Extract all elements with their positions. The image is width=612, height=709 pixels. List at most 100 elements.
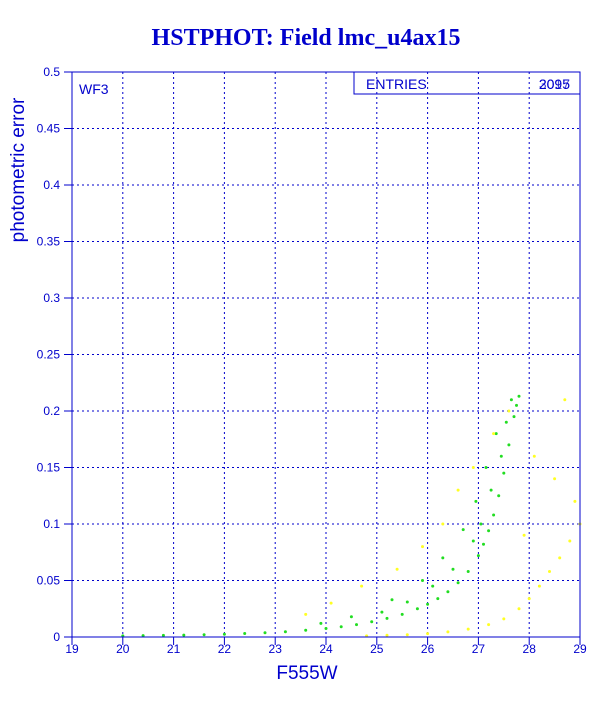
data-point — [421, 545, 424, 549]
data-point — [349, 615, 353, 619]
data-point — [461, 528, 465, 532]
data-point — [522, 533, 526, 537]
axis-layer — [64, 71, 581, 645]
data-point — [370, 620, 374, 624]
y-tick-label: 0.35 — [37, 235, 61, 249]
data-point — [405, 600, 409, 604]
data-point — [471, 539, 475, 543]
stats-value-secondary: 3017 — [539, 76, 570, 92]
data-point — [141, 634, 145, 638]
data-point — [494, 432, 498, 436]
data-point — [476, 554, 480, 558]
data-point — [446, 590, 450, 594]
data-point — [492, 513, 496, 517]
x-tick-label: 23 — [269, 642, 283, 656]
stats-entries-label: ENTRIES — [366, 76, 427, 92]
y-tick-label: 0.5 — [43, 65, 60, 79]
data-point — [517, 394, 521, 398]
panel-label: WF3 — [79, 81, 109, 97]
y-tick-label: 0.3 — [43, 291, 60, 305]
data-point — [466, 627, 470, 631]
data-point — [484, 466, 488, 469]
data-point — [502, 471, 506, 475]
y-tick-label: 0.4 — [43, 178, 60, 192]
data-point — [568, 539, 572, 543]
data-point — [479, 522, 483, 526]
data-point — [492, 432, 496, 436]
data-point — [507, 443, 511, 447]
data-point — [395, 567, 399, 571]
data-point — [517, 607, 521, 611]
data-point — [471, 466, 475, 469]
data-point — [339, 625, 343, 629]
data-point — [573, 499, 577, 503]
data-point — [446, 630, 450, 634]
data-point — [355, 623, 358, 627]
data-point — [563, 398, 567, 402]
data-point — [482, 542, 485, 546]
x-tick-label: 29 — [573, 642, 587, 656]
data-point — [243, 632, 247, 635]
data-point — [385, 633, 389, 637]
x-tick-label: 19 — [65, 642, 79, 656]
y-tick-label: 0.25 — [37, 348, 61, 362]
data-point — [487, 529, 491, 533]
x-tick-label: 28 — [523, 642, 537, 656]
data-point — [504, 420, 508, 424]
data-point — [426, 602, 430, 606]
data-point — [436, 597, 440, 601]
data-point — [400, 612, 404, 616]
y-tick-label: 0.45 — [37, 122, 61, 136]
data-point — [182, 633, 186, 637]
data-point — [532, 454, 536, 458]
data-point — [548, 570, 551, 573]
data-point — [502, 617, 506, 621]
y-axis-label: photometric error — [8, 97, 29, 242]
data-point — [360, 584, 364, 588]
data-point — [390, 598, 394, 602]
tick-label-layer: 19 20 21 22 23 24 25 26 27 28 29 0 0.05 0.1 0.15 0.2 0.2… — [37, 65, 587, 656]
data-point — [487, 623, 491, 627]
data-point — [202, 633, 206, 637]
data-point — [283, 630, 287, 634]
data-point — [509, 398, 513, 402]
chart-title: HSTPHOT: Field lmc_u4ax15 — [152, 25, 461, 51]
data-point — [558, 556, 562, 560]
data-point — [441, 556, 445, 560]
data-point — [426, 632, 430, 636]
x-tick-label: 22 — [218, 642, 232, 656]
data-point — [380, 610, 384, 614]
data-point — [474, 499, 478, 503]
points-layer — [121, 394, 582, 638]
data-point — [527, 597, 531, 601]
data-point — [304, 628, 308, 632]
x-tick-label: 20 — [116, 642, 130, 656]
data-point — [499, 454, 503, 458]
data-point — [304, 612, 308, 616]
data-point — [537, 584, 541, 588]
x-tick-label: 24 — [319, 642, 333, 656]
data-point — [421, 579, 424, 582]
y-tick-label: 0.05 — [37, 574, 61, 588]
y-tick-label: 0 — [53, 630, 60, 644]
data-point — [263, 631, 267, 635]
y-tick-label: 0.15 — [37, 461, 61, 475]
x-tick-label: 25 — [370, 642, 384, 656]
data-point — [451, 567, 455, 571]
data-point — [515, 403, 518, 407]
data-point — [405, 633, 409, 637]
data-point — [497, 494, 501, 498]
y-tick-label: 0.1 — [43, 517, 60, 531]
data-point — [431, 584, 435, 588]
stats-box — [353, 71, 581, 95]
x-tick-label: 26 — [421, 642, 435, 656]
data-point — [466, 570, 470, 573]
data-point — [489, 488, 493, 492]
x-axis-label: F555W — [276, 663, 337, 684]
data-point — [222, 632, 226, 636]
y-tick-label: 0.2 — [43, 404, 60, 418]
data-point — [324, 627, 328, 630]
data-point — [441, 522, 445, 526]
data-point — [319, 621, 323, 625]
